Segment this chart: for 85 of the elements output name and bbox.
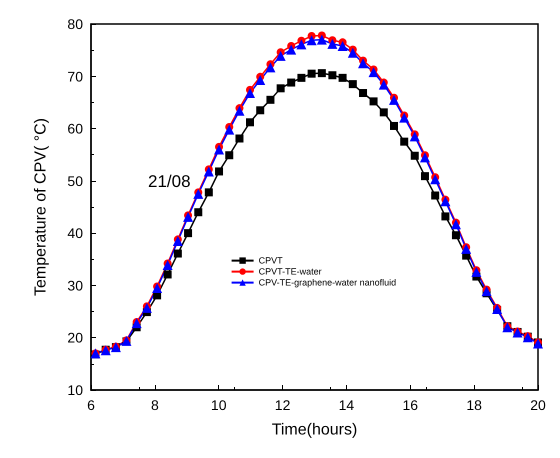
point (224, 124, 234, 135)
point (276, 50, 286, 61)
point (265, 62, 276, 72)
point (368, 67, 379, 78)
point (246, 118, 254, 126)
point (286, 44, 296, 55)
point (193, 188, 204, 199)
point (194, 208, 202, 216)
point (215, 167, 224, 176)
point (174, 250, 182, 258)
point (306, 35, 317, 46)
point (399, 112, 410, 123)
point (296, 39, 306, 50)
x-tick-label: 16 (402, 397, 418, 413)
point (410, 131, 420, 142)
point (255, 74, 266, 85)
point (370, 97, 378, 106)
x-tick-label: 20 (530, 397, 546, 413)
x-tick-label: 10 (210, 397, 227, 413)
point (204, 166, 214, 176)
point (164, 270, 172, 278)
y-tick-label: 30 (67, 277, 84, 294)
x-tick-label: 14 (338, 397, 354, 413)
point (378, 80, 389, 90)
legend-label: CPVT (258, 256, 284, 266)
point (461, 244, 472, 254)
y-tick-label: 50 (67, 172, 84, 189)
point (308, 70, 316, 78)
point (256, 106, 264, 114)
point (358, 58, 368, 68)
y-tick-label: 60 (67, 120, 84, 137)
point (338, 40, 348, 51)
annotation: 21/08 (148, 172, 191, 191)
point (380, 108, 388, 116)
point (328, 71, 336, 80)
point (359, 89, 368, 98)
y-tick-label: 80 (67, 16, 84, 32)
point (184, 229, 192, 238)
point (400, 138, 408, 146)
point (318, 69, 326, 78)
point (152, 283, 162, 294)
point (225, 151, 234, 160)
point (204, 188, 213, 196)
point (316, 34, 327, 45)
y-tick-label: 10 (67, 382, 84, 398)
point (420, 172, 429, 180)
point (172, 236, 183, 246)
point (450, 219, 461, 230)
y-tick-label: 70 (67, 68, 84, 84)
point (440, 196, 450, 206)
point (327, 38, 338, 49)
point (348, 80, 357, 88)
y-tick-label: 40 (67, 225, 84, 242)
point (420, 152, 430, 162)
point (162, 260, 173, 270)
x-tick-label: 18 (466, 397, 482, 413)
point (452, 231, 460, 240)
point (389, 94, 399, 105)
point (441, 212, 450, 220)
point (142, 302, 152, 313)
point (276, 84, 285, 92)
point (183, 212, 194, 222)
x-tick-label: 6 (87, 397, 96, 413)
legend-label: CPV-TE-graphene-water nanofluid (258, 278, 396, 288)
y-axis-title: Temperature of CPV( °C) (32, 118, 50, 296)
x-axis-title: Time(hours) (272, 422, 358, 438)
point (471, 266, 482, 277)
y-tick-label: 20 (67, 330, 84, 346)
point (214, 144, 224, 154)
point (390, 122, 398, 130)
point (348, 48, 358, 58)
x-tick-label: 8 (150, 397, 159, 413)
point (245, 88, 256, 98)
point (338, 74, 347, 82)
point (266, 96, 274, 104)
point (410, 152, 419, 160)
point (430, 174, 440, 184)
point (431, 191, 440, 200)
x-tick-label: 12 (274, 397, 291, 413)
point (287, 78, 296, 87)
legend-label: CPVT-TE-water (258, 266, 322, 277)
point (482, 286, 492, 296)
point (297, 74, 306, 82)
point (234, 106, 244, 116)
point (235, 134, 244, 143)
